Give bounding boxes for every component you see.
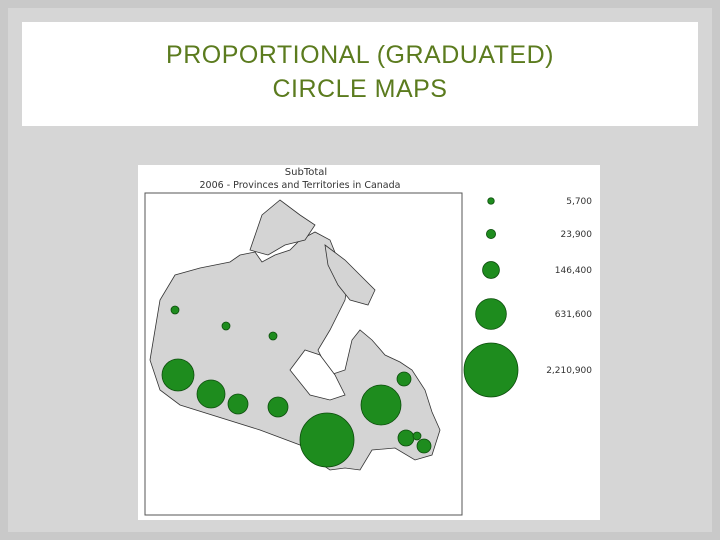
province-circle [396,371,412,387]
province-circle [161,358,195,392]
legend-label: 23,900 [561,230,593,240]
legend-label: 146,400 [555,266,592,276]
territory-circle [268,331,278,341]
province-circle [416,438,432,454]
legend-circle [482,261,500,279]
province-circle [196,379,226,409]
title-line: CIRCLE MAPS [272,75,448,103]
legend-label: 2,210,900 [546,366,592,376]
province-circle [299,412,355,468]
arctic-islands [249,199,316,256]
map-subtitle: 2006 - Provinces and Territories in Cana… [200,180,401,191]
title-box: PROPORTIONAL (GRADUATED) CIRCLE MAPS [22,22,698,126]
title-line: PROPORTIONAL (GRADUATED) [166,41,554,69]
territory-circle [170,305,180,315]
legend-label: 5,700 [566,197,592,207]
legend-circle [475,298,507,330]
legend-circle [486,229,496,239]
province-circle [227,393,249,415]
province-circle [412,431,422,441]
legend-circle [487,197,495,205]
province-circle [267,396,289,418]
territory-circle [221,321,231,331]
legend: 5,700 23,900 146,400 631,600 2,210,900 [463,197,593,398]
province-circle [360,384,402,426]
legend-label: 631,600 [555,310,592,320]
map-title: SubTotal [285,167,327,178]
map-frame [144,192,463,516]
legend-circle [463,342,519,398]
hudson-bay [289,349,346,401]
baffin-island [324,244,376,306]
province-circles [161,305,432,468]
province-circle [397,429,415,447]
